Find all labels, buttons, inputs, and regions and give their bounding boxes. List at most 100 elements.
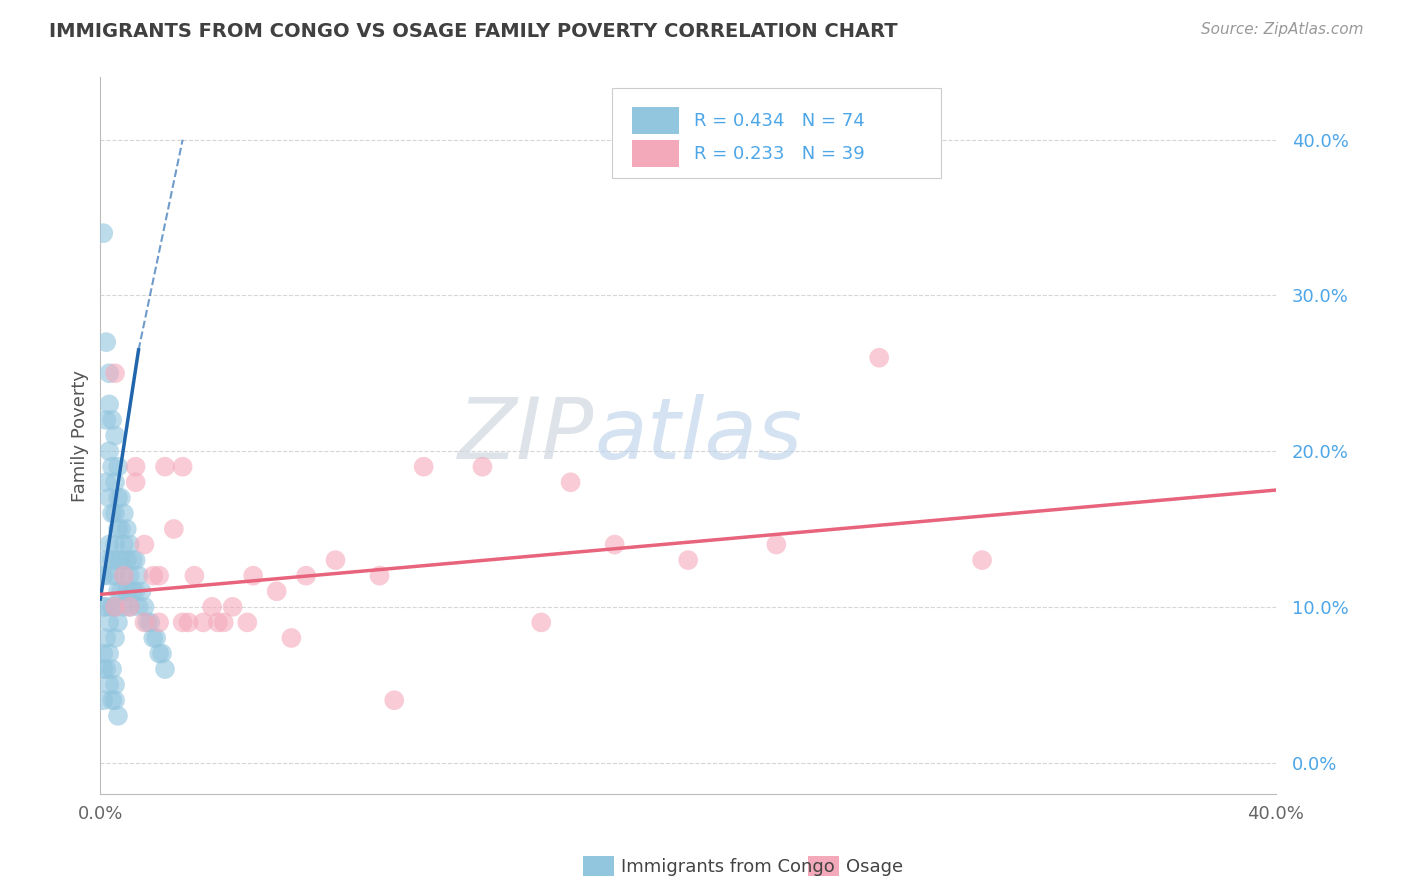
Point [91, 599, 114, 614]
Point [107, 491, 129, 505]
Point [221, 599, 243, 614]
Point [91, 647, 114, 661]
Point [101, 662, 124, 676]
Point [118, 599, 141, 614]
Text: Source: ZipAtlas.com: Source: ZipAtlas.com [1201, 22, 1364, 37]
Point [104, 428, 127, 442]
Point [145, 631, 167, 645]
Point [124, 553, 146, 567]
Point [124, 584, 146, 599]
Point [868, 351, 890, 365]
Point [98, 491, 121, 505]
Point [207, 615, 229, 630]
Point [112, 568, 135, 582]
Y-axis label: Family Poverty: Family Poverty [72, 369, 89, 501]
Point [107, 615, 129, 630]
Point [970, 553, 993, 567]
Point [91, 693, 114, 707]
Point [107, 584, 129, 599]
Point [124, 459, 146, 474]
Point [98, 397, 121, 411]
Point [104, 568, 127, 582]
Point [104, 631, 127, 645]
Point [98, 537, 121, 551]
Point [201, 599, 224, 614]
Point [104, 537, 127, 551]
Point [96, 662, 118, 676]
Point [134, 537, 156, 551]
Point [91, 568, 114, 582]
Point [266, 584, 288, 599]
Point [96, 413, 118, 427]
Point [134, 615, 156, 630]
Point [325, 553, 347, 567]
Point [150, 647, 173, 661]
Point [183, 568, 205, 582]
Point [112, 507, 135, 521]
Point [193, 615, 215, 630]
Point [101, 693, 124, 707]
Point [96, 335, 118, 350]
Point [107, 522, 129, 536]
Point [110, 553, 132, 567]
Point [177, 615, 200, 630]
Point [368, 568, 391, 582]
Point [98, 678, 121, 692]
Point [121, 584, 143, 599]
FancyBboxPatch shape [612, 88, 941, 178]
Point [96, 599, 118, 614]
Point [98, 615, 121, 630]
Point [107, 553, 129, 567]
Point [104, 366, 127, 380]
Point [765, 537, 787, 551]
Point [295, 568, 318, 582]
Point [107, 708, 129, 723]
Point [148, 615, 170, 630]
Point [98, 444, 121, 458]
Point [104, 678, 127, 692]
Point [163, 522, 186, 536]
Point [139, 615, 162, 630]
Point [91, 226, 114, 240]
Point [148, 568, 170, 582]
Point [142, 568, 165, 582]
Point [603, 537, 626, 551]
Point [142, 631, 165, 645]
Point [98, 647, 121, 661]
Point [560, 475, 582, 490]
Point [382, 693, 405, 707]
Text: R = 0.233   N = 39: R = 0.233 N = 39 [695, 145, 865, 162]
Point [110, 491, 132, 505]
Point [530, 615, 553, 630]
Point [212, 615, 235, 630]
Point [101, 599, 124, 614]
Point [131, 584, 153, 599]
Point [153, 662, 176, 676]
Point [91, 662, 114, 676]
Text: Immigrants from Congo: Immigrants from Congo [621, 858, 835, 876]
Point [98, 568, 121, 582]
Text: Osage: Osage [846, 858, 904, 876]
Point [107, 459, 129, 474]
Point [121, 553, 143, 567]
Point [104, 693, 127, 707]
Point [115, 584, 138, 599]
Point [110, 522, 132, 536]
Point [101, 413, 124, 427]
Point [128, 599, 150, 614]
Point [148, 647, 170, 661]
Point [134, 599, 156, 614]
Point [112, 568, 135, 582]
Point [98, 366, 121, 380]
Point [104, 475, 127, 490]
Point [104, 507, 127, 521]
Point [112, 537, 135, 551]
Point [242, 568, 264, 582]
Point [115, 522, 138, 536]
Text: atlas: atlas [595, 394, 801, 477]
Point [124, 475, 146, 490]
Point [128, 568, 150, 582]
Point [110, 584, 132, 599]
Point [236, 615, 259, 630]
Point [96, 631, 118, 645]
